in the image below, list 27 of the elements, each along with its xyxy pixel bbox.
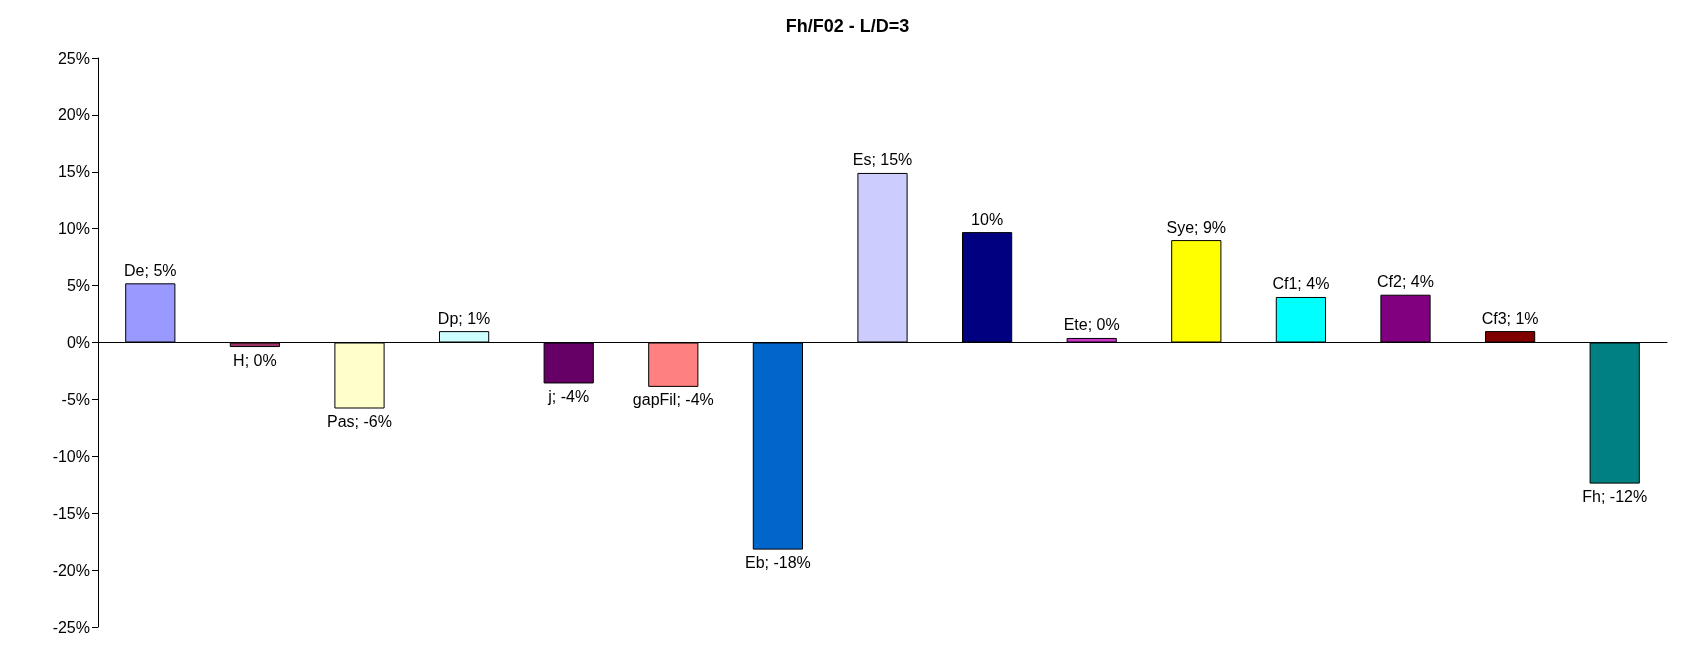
data-label: 10% (971, 210, 1004, 228)
data-label: Cf2; 4% (1377, 273, 1434, 291)
chart-title: Fh/F02 - L/D=3 (785, 16, 910, 36)
data-label: Pas; -6% (327, 413, 392, 430)
data-label: Sye; 9% (1166, 218, 1227, 236)
y-tick-label: 10% (57, 220, 90, 238)
y-tick-label: -25% (52, 618, 90, 636)
data-label: Dp; 1% (437, 309, 491, 327)
data-label: Fh; -12% (1582, 488, 1648, 506)
data-label: H; 0% (233, 351, 277, 369)
y-tick-label: 15% (57, 163, 90, 181)
data-label: Cf1; 4% (1272, 275, 1330, 293)
y-tick-label: -15% (52, 504, 90, 522)
y-tick-label: -5% (61, 390, 90, 408)
y-tick-label: 5% (66, 277, 90, 295)
data-label: De; 5% (124, 261, 177, 279)
y-tick-label: -10% (52, 447, 90, 465)
data-label: Eb; -18% (744, 554, 811, 572)
data-label: gapFil; -4% (632, 391, 714, 409)
data-label: Ete; 0% (1063, 316, 1120, 334)
data-label: Cf3; 1% (1481, 309, 1539, 327)
data-label: Es; 15% (852, 151, 913, 169)
data-label: j; -4% (547, 387, 590, 405)
y-tick-label: -20% (52, 561, 90, 579)
y-tick-label: 0% (66, 334, 90, 351)
y-tick-label: 20% (57, 106, 90, 124)
y-tick-label: 25% (57, 49, 90, 67)
